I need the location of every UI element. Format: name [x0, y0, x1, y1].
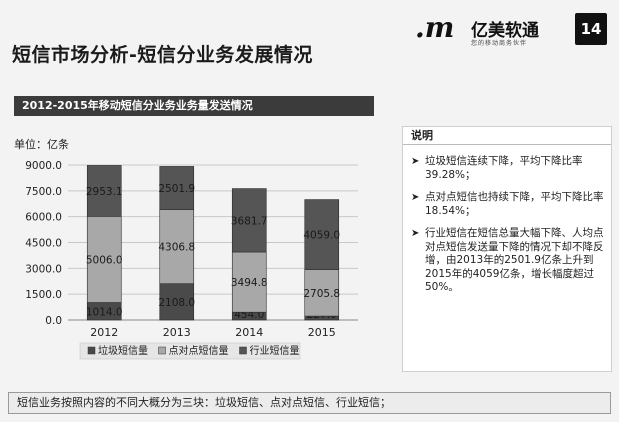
x-tick-label: 2012: [90, 326, 118, 339]
x-tick-label: 2014: [235, 326, 263, 339]
data-label: 2501.9: [158, 183, 195, 195]
legend-swatch: [158, 346, 166, 355]
data-label: 3494.8: [231, 277, 268, 289]
bar-segment: [231, 188, 267, 253]
explanation-text: 行业短信在短信总量大幅下降、人均点对点短信发送量下降的情况下却不降反增，由201…: [425, 227, 604, 293]
explanation-item: ➤ 垃圾短信连续下降，平均下降比率39.28%；: [411, 155, 605, 182]
stacked-bar-chart: 单位：亿条 0.0 1500.0 3000.0 4500.0 6000.0 7500.0 90…: [14, 137, 358, 360]
arrow-bullet-icon: ➤: [411, 228, 420, 239]
y-tick-label: 9000.0: [25, 160, 62, 172]
legend-label: 点对点短信量: [169, 344, 229, 357]
data-label: 4059.0: [303, 230, 340, 242]
slide-number-badge: 14: [575, 13, 607, 45]
explanation-list: ➤ 垃圾短信连续下降，平均下降比率39.28%； ➤ 点对点短信也持续下降，平均下降…: [403, 145, 611, 295]
x-tick-label: 2015: [308, 326, 336, 339]
explanation-item: ➤ 点对点短信也持续下降，平均下降比率18.54%；: [411, 191, 605, 218]
data-label: 2953.1: [86, 186, 123, 198]
bar-segment: [86, 216, 122, 303]
explanation-item: ➤ 行业短信在短信总量大幅下降、人均点对点短信发送量下降的情况下却不降反增，由20…: [411, 227, 605, 295]
y-tick-label: 6000.0: [25, 212, 62, 224]
logo-mark-icon: .m: [415, 11, 455, 44]
legend-label: 垃圾短信量: [98, 344, 148, 357]
data-label: 5006.0: [86, 254, 123, 266]
explanation-panel: 说明 ➤ 垃圾短信连续下降，平均下降比率39.28%； ➤ 点对点短信也持续下降，平…: [402, 126, 612, 372]
bar-segment: [159, 209, 195, 284]
explanation-text: 点对点短信也持续下降，平均下降比率18.54%；: [425, 191, 604, 217]
bar-segment: [159, 283, 195, 321]
bar-segment: [304, 269, 340, 317]
data-label: 2108.0: [158, 297, 195, 309]
data-label: 1014.0: [86, 306, 123, 318]
x-tick-label: 2013: [163, 326, 191, 339]
legend-label: 行业短信量: [250, 344, 300, 357]
arrow-bullet-icon: ➤: [411, 192, 420, 203]
y-tick-label: 7500.0: [25, 186, 62, 198]
logo-tagline: 您的移动商务伙伴: [471, 40, 528, 47]
explanation-text: 垃圾短信连续下降，平均下降比率39.28%；: [425, 155, 583, 181]
company-logo: .m 亿美软通 您的移动商务伙伴: [415, 11, 580, 48]
legend-swatch: [87, 346, 96, 355]
y-tick-label: 0.0: [45, 315, 62, 327]
y-tick-label: 3000.0: [25, 263, 62, 275]
data-label: 2705.8: [303, 288, 340, 300]
bar-segment: [231, 251, 267, 313]
footer-note: 短信业务按照内容的不同大概分为三块：垃圾短信、点对点短信、行业短信；: [8, 392, 611, 414]
data-label: 3681.7: [231, 215, 268, 227]
bar-segment: [86, 165, 122, 217]
page-title: 短信市场分析-短信分业务发展情况: [12, 44, 313, 66]
logo-name: 亿美软通: [471, 21, 539, 41]
bar-segment: [304, 199, 340, 270]
data-label: 4306.8: [158, 242, 195, 254]
arrow-bullet-icon: ➤: [411, 156, 420, 167]
legend-swatch: [239, 346, 247, 355]
y-tick-label: 4500.0: [25, 238, 62, 250]
panel-heading: 说明: [403, 127, 611, 145]
bar-segment: [159, 166, 195, 210]
chart-title: 2012-2015年移动短信分业务业务量发送情况: [14, 96, 374, 116]
y-axis-unit-label: 单位：亿条: [14, 137, 69, 151]
y-tick-label: 1500.0: [25, 289, 62, 301]
